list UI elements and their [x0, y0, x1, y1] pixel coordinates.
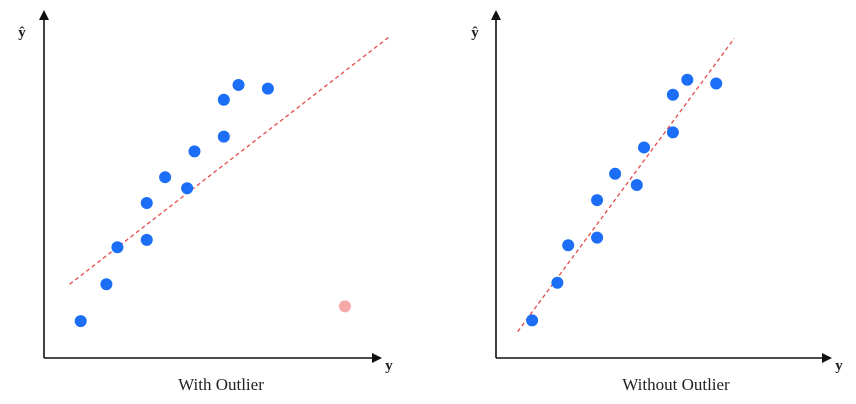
data-point [638, 141, 651, 154]
regression-line [517, 38, 735, 333]
chart-caption: Without Outlier [622, 375, 730, 394]
data-point [74, 315, 87, 328]
x-axis-label: y [385, 358, 393, 374]
data-point [562, 239, 575, 252]
data-point [551, 276, 564, 289]
data-point [217, 93, 230, 106]
data-point [261, 82, 274, 95]
data-point [140, 233, 153, 246]
data-point [710, 77, 723, 90]
data-point [188, 145, 201, 158]
data-point [591, 231, 604, 244]
data-point [630, 179, 643, 192]
data-point [609, 167, 622, 180]
chart-without-outlier: ŷ y Without Outlier [471, 10, 843, 394]
chart-caption: With Outlier [178, 375, 264, 394]
data-point [140, 197, 153, 210]
data-point [232, 78, 245, 91]
y-axis-label: ŷ [18, 25, 26, 41]
data-point [526, 314, 539, 327]
data-point [591, 194, 604, 207]
data-point [217, 130, 230, 143]
data-point [100, 278, 113, 291]
data-point [681, 73, 694, 86]
y-axis-label: ŷ [471, 25, 479, 41]
x-axis-label: y [835, 358, 843, 374]
regression-line [69, 36, 390, 285]
data-point [181, 182, 194, 195]
data-point [159, 171, 172, 184]
data-point [666, 126, 679, 139]
data-point [666, 88, 679, 101]
data-point [111, 241, 124, 254]
chart-with-outlier: ŷ y With Outlier [18, 10, 393, 394]
outlier-point [338, 300, 351, 313]
